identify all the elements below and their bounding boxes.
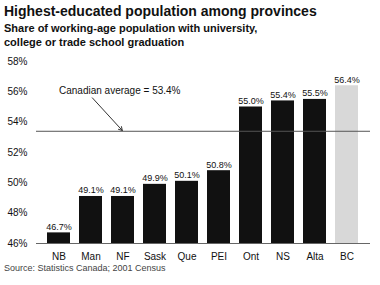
svg-text:Ont: Ont bbox=[243, 251, 259, 262]
svg-text:NB: NB bbox=[52, 251, 66, 262]
html-text:Source: Statistics Canada; 200: Source: Statistics Canada; 2001 Census bbox=[4, 263, 166, 274]
svg-text:55.4%: 55.4% bbox=[270, 90, 296, 100]
svg-text:56.4%: 56.4% bbox=[334, 75, 360, 85]
svg-text:NF: NF bbox=[116, 251, 129, 262]
svg-text:Sask: Sask bbox=[144, 251, 167, 262]
svg-text:49.1%: 49.1% bbox=[78, 186, 104, 196]
html-text:college or trade school gradua: college or trade school graduation bbox=[4, 35, 185, 48]
svg-text:52%: 52% bbox=[7, 147, 27, 158]
svg-text:Man: Man bbox=[81, 251, 100, 262]
svg-text:49.9%: 49.9% bbox=[142, 174, 168, 184]
svg-text:50%: 50% bbox=[7, 177, 27, 188]
svg-text:55.5%: 55.5% bbox=[302, 89, 328, 99]
svg-text:46.7%: 46.7% bbox=[46, 222, 72, 232]
svg-text:NS: NS bbox=[276, 251, 290, 262]
svg-text:Que: Que bbox=[178, 251, 197, 262]
svg-text:46%: 46% bbox=[7, 238, 27, 249]
svg-text:49.1%: 49.1% bbox=[110, 186, 136, 196]
svg-text:50.1%: 50.1% bbox=[174, 171, 200, 181]
svg-text:48%: 48% bbox=[7, 208, 27, 219]
svg-text:50.8%: 50.8% bbox=[206, 160, 232, 170]
svg-text:58%: 58% bbox=[7, 56, 27, 67]
svg-text:BC: BC bbox=[340, 251, 354, 262]
svg-text:Canadian average = 53.4%: Canadian average = 53.4% bbox=[59, 86, 181, 97]
svg-text:54%: 54% bbox=[7, 117, 27, 128]
svg-text:PEI: PEI bbox=[211, 251, 227, 262]
html-text:Share of working-age populatio: Share of working-age population with uni… bbox=[4, 21, 258, 34]
html-text:Highest-educated population am: Highest-educated population among provin… bbox=[4, 3, 317, 19]
svg-text:Alta: Alta bbox=[306, 251, 324, 262]
svg-text:56%: 56% bbox=[7, 86, 27, 97]
svg-text:55.0%: 55.0% bbox=[238, 96, 264, 106]
